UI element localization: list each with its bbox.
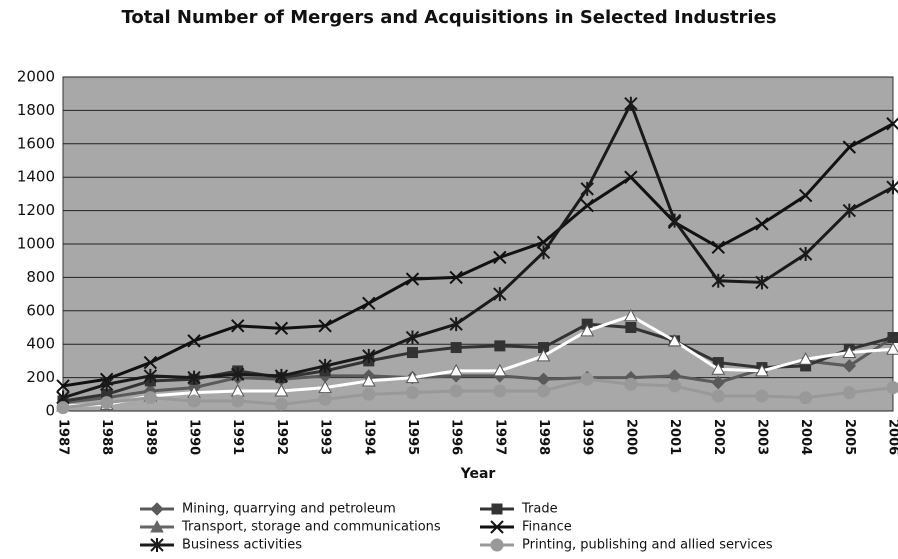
- x-tick-label: 1990: [187, 419, 202, 455]
- data-point: [319, 393, 331, 405]
- data-point: [626, 323, 636, 333]
- data-point: [275, 398, 287, 410]
- x-tick-label: 1991: [230, 419, 245, 455]
- data-point: [407, 348, 417, 358]
- data-point: [494, 385, 506, 397]
- y-tick-label: 2000: [17, 68, 55, 86]
- y-tick-label: 1600: [17, 134, 55, 152]
- data-point: [800, 392, 812, 404]
- data-point: [625, 378, 637, 390]
- y-tick-label: 1200: [17, 201, 55, 219]
- x-axis-label: Year: [460, 466, 496, 482]
- legend-label: Transport, storage and communications: [181, 520, 441, 535]
- data-point: [888, 333, 898, 343]
- data-point: [712, 390, 724, 402]
- data-point: [450, 385, 462, 397]
- data-point: [538, 385, 550, 397]
- x-tick-label: 1997: [492, 419, 507, 455]
- x-tick-label: 1989: [143, 419, 158, 455]
- legend-marker: [151, 503, 163, 515]
- legend-marker: [492, 504, 502, 514]
- legend-label: Mining, quarrying and petroleum: [182, 502, 396, 517]
- x-tick-label: 2005: [842, 419, 857, 455]
- x-tick-label: 1995: [405, 419, 420, 455]
- y-tick-label: 800: [26, 268, 55, 286]
- chart-title: Total Number of Mergers and Acquisitions…: [121, 7, 776, 28]
- data-point: [669, 380, 681, 392]
- data-point: [406, 387, 418, 399]
- data-point: [495, 341, 505, 351]
- data-point: [887, 382, 898, 394]
- x-tick-label: 2004: [798, 419, 813, 455]
- data-point: [363, 388, 375, 400]
- data-point: [144, 392, 156, 404]
- y-tick-label: 1000: [17, 235, 55, 253]
- y-tick-label: 600: [26, 301, 55, 319]
- x-tick-label: 2003: [754, 419, 769, 455]
- x-tick-label: 2000: [623, 419, 638, 455]
- data-point: [101, 397, 113, 409]
- x-tick-label: 1992: [274, 419, 289, 455]
- data-point: [232, 395, 244, 407]
- x-tick-label: 2002: [711, 419, 726, 455]
- legend-label: Trade: [521, 502, 558, 517]
- legend-label: Business activities: [182, 538, 302, 553]
- x-tick-label: 1998: [536, 419, 551, 455]
- x-tick-label: 1988: [99, 419, 114, 455]
- data-point: [451, 343, 461, 353]
- y-tick-label: 200: [26, 368, 55, 386]
- x-tick-label: 1987: [56, 419, 71, 455]
- x-tick-label: 2001: [667, 419, 682, 455]
- y-tick-label: 1800: [17, 101, 55, 119]
- data-point: [581, 373, 593, 385]
- legend-label: Printing, publishing and allied services: [522, 538, 773, 553]
- x-tick-label: 1996: [449, 419, 464, 455]
- y-tick-label: 400: [26, 335, 55, 353]
- x-tick-label: 1994: [361, 419, 376, 455]
- data-point: [188, 395, 200, 407]
- x-tick-label: 2006: [886, 419, 898, 455]
- x-tick-label: 1993: [318, 419, 333, 455]
- data-point: [756, 390, 768, 402]
- data-point: [57, 402, 69, 414]
- x-tick-label: 1999: [580, 419, 595, 455]
- legend-label: Finance: [522, 520, 572, 535]
- y-tick-label: 0: [45, 402, 55, 420]
- legend-marker: [491, 539, 503, 551]
- y-tick-label: 1400: [17, 168, 55, 186]
- data-point: [843, 387, 855, 399]
